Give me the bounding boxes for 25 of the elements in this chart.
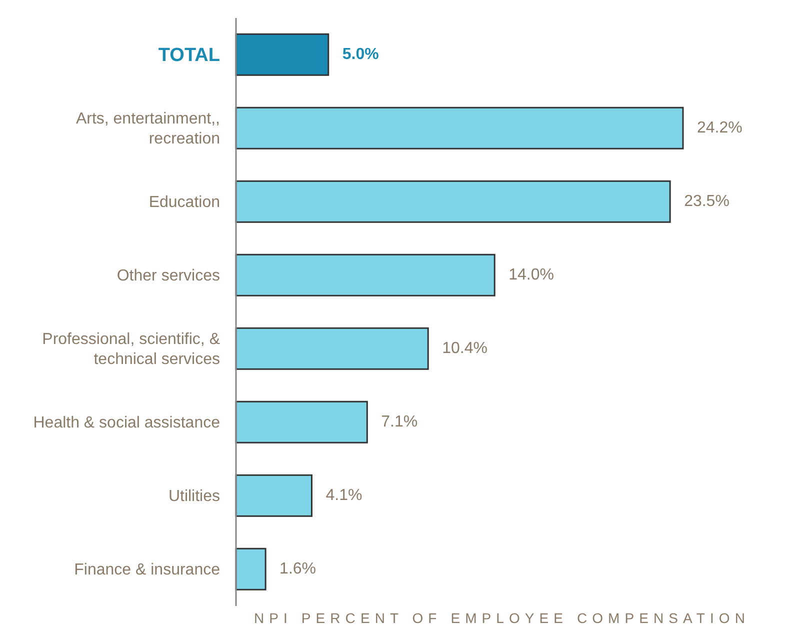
bar: [235, 327, 429, 370]
data-label: 14.0%: [508, 266, 554, 284]
data-label: 10.4%: [442, 340, 488, 358]
bar: [235, 548, 266, 590]
data-label: 7.1%: [381, 414, 418, 431]
data-label: 24.2%: [697, 120, 742, 137]
data-label: 1.6%: [280, 560, 316, 578]
y-tick-label: TOTAL: [158, 44, 220, 66]
y-tick-label: Health & social assistance: [33, 414, 220, 431]
y-tick-label: Utilities: [168, 487, 220, 504]
y-tick-label: Education: [148, 193, 220, 210]
y-tick-label: Other services: [116, 266, 220, 284]
bar: [235, 400, 368, 444]
bar: [235, 180, 671, 223]
bar: [235, 106, 684, 150]
y-tick-label: Finance & insurance: [74, 560, 220, 578]
data-label: 23.5%: [684, 193, 730, 210]
y-tick-label: Arts, entertainment,, recreation: [76, 110, 220, 147]
data-label: 4.1%: [326, 487, 362, 504]
data-label: 5.0%: [342, 46, 379, 64]
bar: [235, 33, 330, 76]
x-axis-title: NPI PERCENT OF EMPLOYEE COMPENSATION: [254, 610, 751, 626]
bar: [235, 254, 496, 296]
y-tick-label: Professional, scientific, & technical services: [42, 330, 220, 368]
bar: [235, 474, 312, 517]
